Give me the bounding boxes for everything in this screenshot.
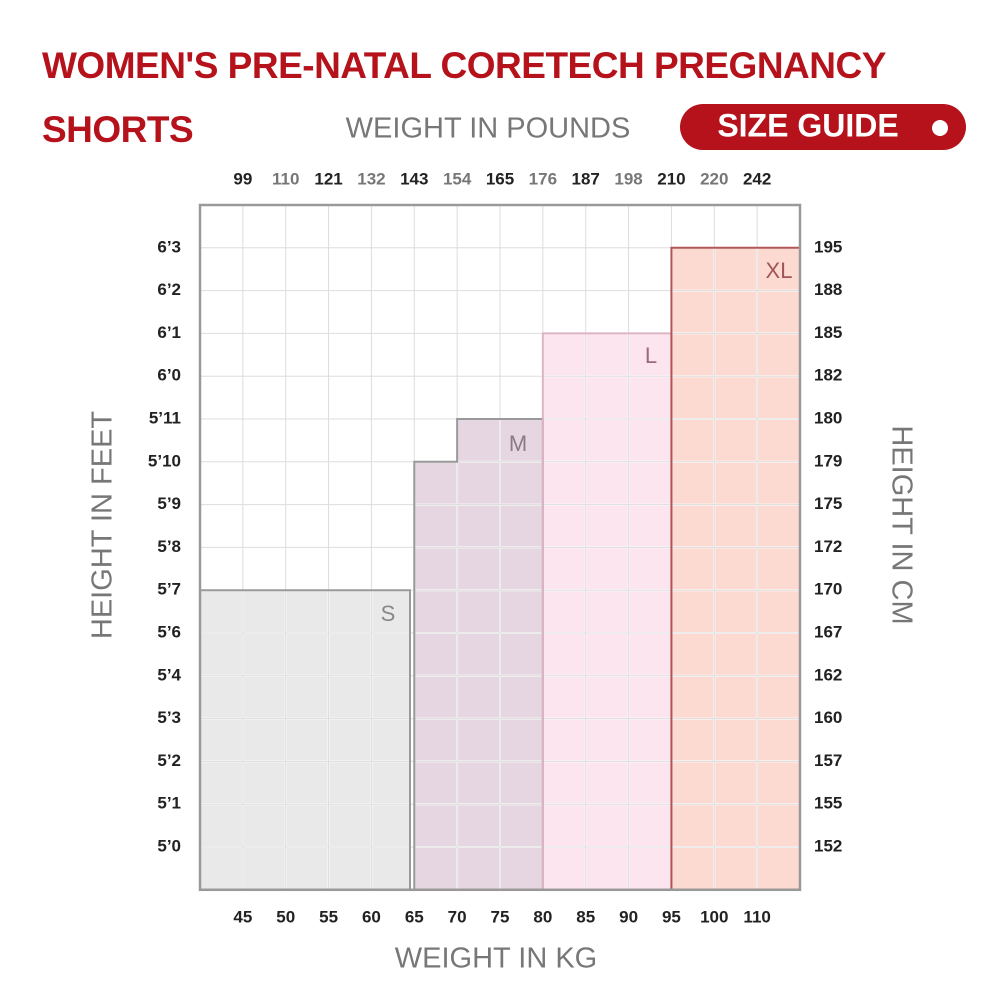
feet-tick-label: 5’7 (157, 580, 181, 599)
feet-tick-label: 5’11 (149, 408, 181, 427)
kg-tick-label: 90 (619, 907, 638, 926)
kg-tick-label: 100 (700, 907, 728, 926)
title: WOMEN'S PRE-NATAL CORETECH PREGNANCY SHO… (42, 45, 886, 150)
lbs-tick-label: 176 (529, 169, 557, 188)
x-bottom-label: WEIGHT IN KG (395, 943, 597, 975)
lbs-tick-label: 99 (233, 169, 252, 188)
cm-tick-label: 157 (814, 751, 842, 770)
kg-tick-label: 85 (576, 907, 595, 926)
cm-tick-label: 167 (814, 622, 842, 641)
lbs-tick-label: 121 (314, 169, 342, 188)
kg-tick-label: 80 (533, 907, 552, 926)
lbs-tick-label: 110 (272, 169, 299, 188)
feet-tick-label: 5’9 (157, 494, 181, 513)
cm-tick-label: 155 (814, 794, 842, 813)
lbs-tick-label: 165 (486, 169, 514, 188)
kg-tick-label: 50 (276, 907, 295, 926)
chart-border (198, 203, 802, 892)
size-label: L (645, 343, 657, 368)
lbs-tick-label: 242 (743, 169, 771, 188)
cm-tick-label: 182 (814, 366, 842, 385)
lbs-tick-label: 220 (700, 169, 728, 188)
kg-tick-label: 75 (491, 907, 510, 926)
cm-tick-label: 179 (814, 451, 842, 470)
cm-tick-label: 162 (814, 665, 842, 684)
kg-tick-label: 45 (233, 907, 252, 926)
feet-tick-label: 5’1 (157, 794, 181, 813)
kg-tick-label: 70 (448, 907, 467, 926)
lbs-tick-label: 143 (400, 169, 428, 188)
cm-tick-label: 175 (814, 494, 842, 513)
size-label: XL (766, 258, 793, 283)
size-region (414, 419, 543, 890)
badge-bg (680, 104, 966, 150)
y-right-label: HEIGHT IN CM (885, 425, 917, 624)
kg-tick-label: 110 (743, 907, 770, 926)
badge: SIZE GUIDE (680, 104, 966, 150)
lbs-tick-label: 198 (614, 169, 642, 188)
lbs-tick-label: 210 (657, 169, 685, 188)
cm-tick-label: 188 (814, 280, 842, 299)
size-label: S (381, 601, 396, 626)
feet-tick-label: 5’10 (148, 451, 181, 470)
kg-tick-label: 55 (319, 907, 338, 926)
cm-tick-label: 160 (814, 708, 842, 727)
kg-tick-label: 95 (662, 907, 681, 926)
feet-tick-label: 6’1 (157, 323, 181, 342)
cm-tick-label: 152 (814, 836, 842, 855)
feet-tick-label: 5’3 (157, 708, 181, 727)
lbs-tick-label: 154 (443, 169, 472, 188)
badge-dot (932, 120, 948, 136)
size-region (200, 590, 410, 890)
cm-tick-label: 172 (814, 537, 842, 556)
size-region (542, 333, 672, 890)
lbs-tick-label: 132 (357, 169, 385, 188)
size-label: M (509, 431, 527, 456)
feet-tick-label: 5’6 (157, 622, 181, 641)
cm-tick-label: 180 (814, 408, 842, 427)
cm-tick-label: 185 (814, 323, 842, 342)
feet-tick-label: 6’3 (157, 237, 181, 256)
feet-tick-label: 5’4 (157, 665, 181, 684)
feet-tick-label: 6’2 (157, 280, 181, 299)
lbs-tick-label: 187 (572, 169, 600, 188)
feet-tick-label: 6’0 (157, 366, 181, 385)
feet-tick-label: 5’0 (157, 836, 181, 855)
cm-tick-label: 195 (814, 237, 842, 256)
x-top-label: WEIGHT IN POUNDS (346, 113, 631, 145)
size-region (671, 247, 800, 890)
kg-tick-label: 65 (405, 907, 424, 926)
badge-text: SIZE GUIDE (717, 107, 898, 143)
y-left-label: HEIGHT IN FEET (87, 411, 119, 640)
kg-tick-label: 60 (362, 907, 381, 926)
feet-tick-label: 5’2 (157, 751, 181, 770)
feet-tick-label: 5’8 (157, 537, 181, 556)
cm-tick-label: 170 (814, 580, 842, 599)
